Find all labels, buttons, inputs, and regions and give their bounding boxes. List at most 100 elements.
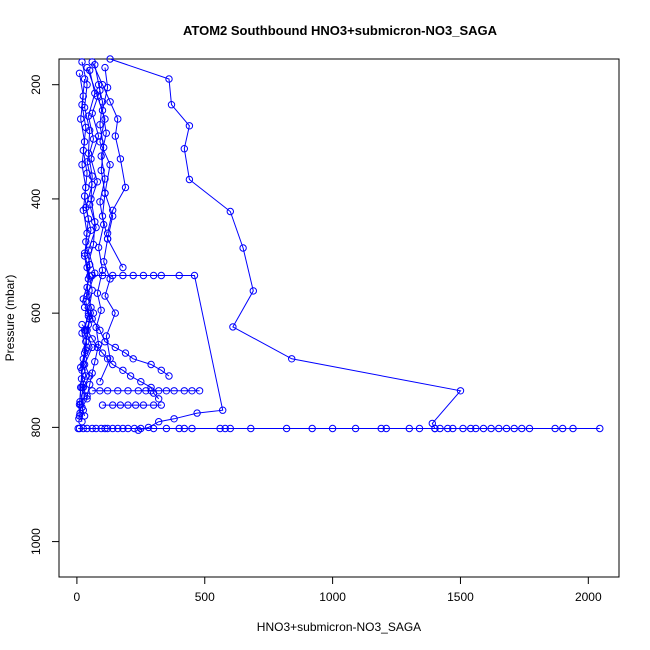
- y-tick-label: 400: [29, 189, 43, 209]
- data-point: [415, 424, 424, 433]
- data-point: [149, 389, 158, 397]
- data-point: [79, 355, 88, 363]
- data-point: [83, 283, 91, 292]
- series-line: [92, 275, 224, 431]
- data-point: [87, 303, 95, 312]
- data-point: [126, 372, 135, 380]
- data-point: [559, 424, 567, 433]
- data-point: [157, 271, 166, 280]
- x-tick-label: 2000: [575, 590, 602, 604]
- y-tick-label: 800: [29, 417, 43, 437]
- data-point: [114, 115, 122, 123]
- x-tick-label: 1000: [319, 590, 346, 604]
- data-point: [80, 75, 89, 83]
- data-point: [101, 424, 109, 433]
- data-point: [188, 424, 196, 433]
- series-line: [91, 61, 127, 234]
- data-point: [82, 346, 90, 354]
- data-point: [467, 424, 475, 433]
- data-point: [449, 424, 457, 433]
- data-point: [106, 161, 114, 169]
- data-point: [165, 75, 173, 83]
- data-point: [351, 424, 360, 433]
- data-point: [226, 207, 235, 216]
- data-point: [109, 401, 117, 409]
- data-point: [119, 263, 127, 272]
- data-point: [88, 424, 96, 433]
- data-point: [88, 180, 96, 189]
- data-point: [193, 409, 201, 417]
- data-point: [165, 372, 173, 380]
- data-point: [78, 101, 86, 109]
- data-point: [98, 98, 107, 106]
- data-series: [94, 81, 120, 386]
- data-point: [436, 424, 444, 433]
- data-point: [103, 355, 112, 363]
- data-point: [100, 143, 108, 152]
- data-point: [78, 58, 86, 66]
- data-point: [229, 323, 237, 331]
- data-point: [97, 306, 105, 314]
- data-point: [102, 129, 111, 137]
- data-point: [157, 366, 166, 374]
- data-point: [405, 424, 413, 433]
- data-point: [502, 424, 511, 433]
- data-point: [121, 349, 130, 357]
- series-line: [109, 58, 462, 429]
- data-point: [82, 123, 90, 132]
- data-point: [116, 401, 125, 409]
- data-point: [328, 424, 337, 433]
- chart-title: ATOM2 Southbound HNO3+submicron-NO3_SAGA: [183, 23, 498, 38]
- data-point: [75, 69, 84, 78]
- data-point: [91, 89, 99, 98]
- data-point: [216, 424, 224, 433]
- data-point: [596, 424, 604, 433]
- x-tick-label: 500: [195, 590, 215, 604]
- data-point: [121, 183, 130, 192]
- data-point: [219, 406, 227, 414]
- data-point: [119, 271, 127, 280]
- data-point: [111, 343, 120, 352]
- data-point: [180, 145, 189, 153]
- data-point: [92, 323, 100, 332]
- data-point: [88, 369, 96, 377]
- data-point: [149, 424, 158, 433]
- data-point: [101, 189, 109, 197]
- data-point: [101, 115, 109, 123]
- data-point: [88, 343, 96, 352]
- data-point: [78, 329, 86, 337]
- data-point: [93, 289, 102, 297]
- data-point: [102, 332, 111, 340]
- data-point: [308, 424, 316, 433]
- data-point: [282, 424, 291, 433]
- data-point: [551, 424, 559, 433]
- data-point: [97, 152, 105, 160]
- data-series: [98, 401, 166, 409]
- x-tick-label: 0: [74, 590, 81, 604]
- data-point: [185, 122, 194, 130]
- data-point: [114, 424, 122, 433]
- data-point: [431, 424, 439, 433]
- data-point: [247, 424, 255, 433]
- data-series: [74, 424, 604, 433]
- data-point: [221, 424, 229, 433]
- data-point: [119, 424, 127, 433]
- data-point: [77, 375, 86, 383]
- data-point: [86, 272, 94, 280]
- data-point: [84, 112, 93, 120]
- data-point: [94, 340, 103, 349]
- data-point: [83, 424, 91, 433]
- data-point: [96, 378, 104, 386]
- data-point: [91, 358, 99, 366]
- series-line: [79, 78, 92, 402]
- x-axis: 0 500 1000 1500 2000: [74, 576, 602, 604]
- data-point: [139, 401, 148, 409]
- series-line: [98, 84, 116, 382]
- data-point: [79, 424, 88, 433]
- data-point: [155, 395, 163, 403]
- data-point: [96, 387, 104, 395]
- data-point: [83, 169, 91, 177]
- data-point: [157, 401, 166, 409]
- data-point: [119, 366, 127, 374]
